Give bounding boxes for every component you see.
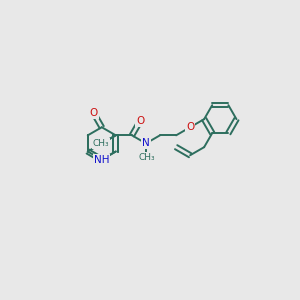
- Text: CH₃: CH₃: [139, 153, 155, 162]
- Text: NH: NH: [94, 154, 110, 165]
- Text: CH₃: CH₃: [92, 139, 109, 148]
- Text: O: O: [136, 116, 144, 126]
- Text: O: O: [186, 122, 194, 132]
- Text: O: O: [90, 108, 98, 118]
- Text: N: N: [142, 138, 150, 148]
